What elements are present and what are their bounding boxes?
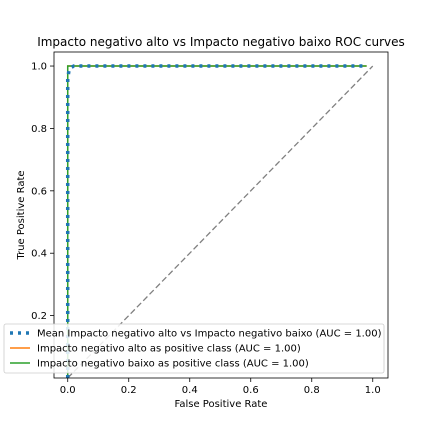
x-axis: 0.0 0.2 0.4 0.6 0.8 1.0 [60, 378, 381, 396]
legend-label: Impacto negativo baixo as positive class… [37, 359, 309, 370]
legend: Mean Impacto negativo alto vs Impacto ne… [3, 323, 385, 374]
y-tick-label: 1.0 [31, 62, 47, 73]
x-axis-label: False Positive Rate [175, 399, 268, 410]
y-tick-label: 0.8 [31, 124, 47, 135]
y-axis: 0.2 0.4 0.6 0.8 1.0 [31, 62, 54, 322]
y-tick-label: 0.6 [31, 186, 47, 197]
roc-series-line-0 [65, 64, 367, 378]
legend-label: Impacto negativo alto as positive class … [37, 344, 301, 355]
x-tick-label: 0.2 [121, 385, 137, 396]
x-tick-label: 1.0 [365, 385, 381, 396]
x-tick-label: 0.4 [182, 385, 198, 396]
x-tick-label: 0.6 [243, 385, 259, 396]
y-tick-label: 0.2 [31, 311, 47, 322]
roc-series-line-2 [66, 65, 367, 378]
y-tick-label: 0.4 [31, 249, 47, 260]
legend-box [3, 323, 385, 374]
x-tick-label: 0.8 [304, 385, 320, 396]
x-tick-label: 0.0 [60, 385, 76, 396]
y-axis-label: True Positive Rate [16, 170, 27, 260]
chart-title: Impacto negativo alto vs Impacto negativ… [37, 35, 405, 49]
legend-label: Mean Impacto negativo alto vs Impacto ne… [37, 329, 382, 340]
plot-frame [53, 51, 389, 379]
